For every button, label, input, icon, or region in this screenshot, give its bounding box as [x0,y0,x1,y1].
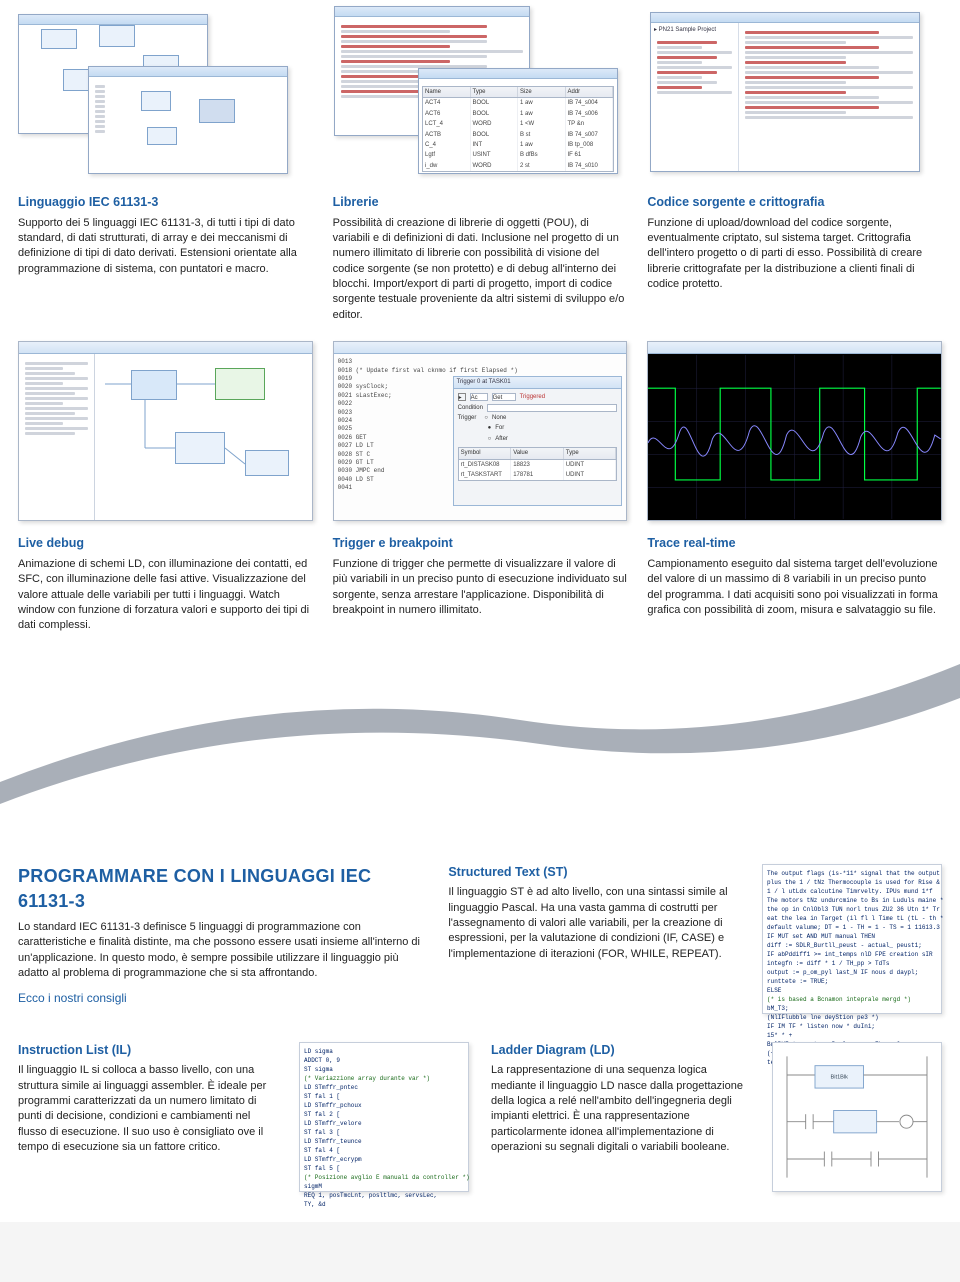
scope-viewport [648,354,941,520]
heading-livedebug: Live debug [18,535,313,553]
shot-fbd-front [88,66,288,174]
body-trigger: Funzione di trigger che permette di visu… [333,557,628,619]
heading-il: Instruction List (IL) [18,1042,277,1060]
shot-libraries-front: NameTypeSizeAddr ACT4BOOL1 awIB 74_s004 … [418,68,618,174]
input-condition[interactable] [487,404,617,412]
shot-project-tree: ▸ PN21 Sample Project [650,12,920,172]
td-r0c1: 18823 [511,460,564,470]
body-livedebug: Animazione di schemi LD, con illuminazio… [18,557,313,634]
body-il: Il linguaggio IL si colloca a basso live… [18,1063,277,1155]
top-screenshot-row: NameTypeSizeAddr ACT4BOOL1 awIB 74_s004 … [18,0,942,176]
heading-trigger: Trigger e breakpoint [333,535,628,553]
heading-st: Structured Text (ST) [448,864,740,882]
body-trace: Campionamento eseguito dal sistema targe… [647,557,942,619]
shot-group-librerie: NameTypeSizeAddr ACT4BOOL1 awIB 74_s004 … [334,6,626,176]
label-condition: Condition [458,404,483,412]
trigger-panel-title: Trigger 0 at TASK01 [454,377,622,389]
shot-live-debug [18,341,313,521]
shot-st-code: The output flags (is-*11* signal that th… [762,864,942,1014]
col-librerie: Librerie Possibilità di creazione di lib… [333,194,628,323]
heading-programmare: PROGRAMMARE CON I LINGUAGGI IEC 61131-3 [18,864,426,914]
heading-crypto: Codice sorgente e crittografia [647,194,942,212]
shot-trace [647,341,942,521]
status-triggered: Triggered [520,393,545,401]
td-r1c1: 178781 [511,470,564,480]
btn-get[interactable]: Get [492,393,516,401]
col-trace: Trace real-time Campionamento eseguito d… [647,535,942,633]
td-r0c0: rt_DISTASK08 [459,460,512,470]
th-type: Type [564,448,617,458]
btn-ac[interactable]: Ac [470,393,488,401]
body-st: Il linguaggio ST è ad alto livello, con … [448,885,740,962]
body-iec: Supporto dei 5 linguaggi IEC 61131-3, di… [18,216,313,278]
trigger-table: Symbol Value Type rt_DISTASK08 18823 UDI… [458,447,618,481]
body-crypto: Funzione di upload/download del codice s… [647,216,942,293]
heading-librerie: Librerie [333,194,628,212]
trigger-panel: Trigger 0 at TASK01 ▸ Ac Get Triggered C… [453,376,623,506]
decorative-swoosh [0,664,960,824]
label-trigger: Trigger [458,414,477,422]
svg-text:Bit1Blk: Bit1Blk [831,1074,849,1080]
col-livedebug: Live debug Animazione di schemi LD, con … [18,535,313,633]
heading-trace: Trace real-time [647,535,942,553]
callout-consigli: Ecco i nostri consigli [18,990,426,1007]
shot-group-iec [18,6,310,176]
body-programmare: Lo standard IEC 61131-3 definisce 5 ling… [18,920,426,982]
trigger-icon: ▸ [458,393,466,401]
heading-ld: Ladder Diagram (LD) [491,1042,750,1060]
td-r1c2: UDINT [564,470,617,480]
shot-group-crypto: ▸ PN21 Sample Project [650,6,942,176]
bottom-languages-row: Instruction List (IL) Il linguaggio IL s… [18,1042,942,1192]
section-programmare: PROGRAMMARE CON I LINGUAGGI IEC 61131-3 … [18,864,942,1014]
mid-text-columns: Live debug Animazione di schemi LD, con … [18,535,942,633]
radio-for[interactable]: For [495,424,504,432]
top-text-columns: Linguaggio IEC 61131-3 Supporto dei 5 li… [18,194,942,323]
body-librerie: Possibilità di creazione di librerie di … [333,216,628,324]
heading-iec: Linguaggio IEC 61131-3 [18,194,313,212]
col-il: Instruction List (IL) Il linguaggio IL s… [18,1042,277,1192]
mid-screenshot-row: 00130018 (* Update first val cknmo if fi… [18,341,942,521]
th-symbol: Symbol [459,448,512,458]
col-iec: Linguaggio IEC 61131-3 Supporto dei 5 li… [18,194,313,323]
shot-il-code: LD sigmaADDCT 0, 9ST sigma(* Variazzione… [299,1042,469,1192]
td-r1c0: rt_TASKSTART [459,470,512,480]
radio-none[interactable]: None [492,414,506,422]
shot-trigger: 00130018 (* Update first val cknmo if fi… [333,341,628,521]
col-crypto: Codice sorgente e crittografia Funzione … [647,194,942,323]
th-value: Value [511,448,564,458]
col-trigger: Trigger e breakpoint Funzione di trigger… [333,535,628,633]
radio-after[interactable]: After [495,435,508,443]
td-r0c2: UDINT [564,460,617,470]
col-ld: Ladder Diagram (LD) La rappresentazione … [491,1042,750,1192]
shot-ld-diagram: Bit1Blk [772,1042,942,1192]
scope-traces [648,354,941,520]
body-ld: La rappresentazione di una sequenza logi… [491,1063,750,1155]
